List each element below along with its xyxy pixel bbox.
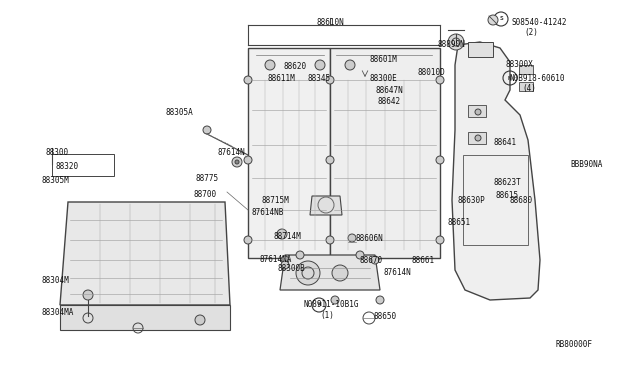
Circle shape: [376, 296, 384, 304]
Polygon shape: [248, 48, 330, 258]
Text: 88611M: 88611M: [267, 74, 295, 83]
Text: 88715M: 88715M: [262, 196, 290, 205]
Circle shape: [331, 296, 339, 304]
Text: 88714M: 88714M: [274, 232, 301, 241]
Text: 88320: 88320: [56, 162, 79, 171]
Text: 88623T: 88623T: [494, 178, 522, 187]
Circle shape: [348, 234, 356, 242]
Circle shape: [326, 156, 334, 164]
Text: 88601M: 88601M: [370, 55, 397, 64]
Bar: [519, 65, 533, 74]
Circle shape: [475, 135, 481, 141]
Text: 87614NA: 87614NA: [260, 255, 292, 264]
Text: 87614NB: 87614NB: [251, 208, 284, 217]
Polygon shape: [60, 305, 230, 330]
Circle shape: [296, 261, 320, 285]
Text: 88305A: 88305A: [165, 108, 193, 117]
Polygon shape: [280, 255, 380, 290]
Bar: [52, 154, 114, 176]
Text: 88680: 88680: [510, 196, 533, 205]
Circle shape: [83, 290, 93, 300]
Text: (1): (1): [320, 311, 334, 320]
Bar: [468, 105, 486, 117]
Circle shape: [436, 156, 444, 164]
Text: RB80000F: RB80000F: [555, 340, 592, 349]
Circle shape: [448, 34, 464, 50]
Text: 88606N: 88606N: [355, 234, 383, 243]
Text: (2): (2): [524, 28, 538, 37]
Text: 88304MA: 88304MA: [42, 308, 74, 317]
Text: 88650: 88650: [374, 312, 397, 321]
Circle shape: [244, 236, 252, 244]
Text: N08911-10B1G: N08911-10B1G: [303, 300, 358, 309]
Text: 88620: 88620: [283, 62, 306, 71]
Circle shape: [475, 109, 481, 115]
Circle shape: [345, 60, 355, 70]
Text: 88305M: 88305M: [42, 176, 70, 185]
Text: 88642: 88642: [378, 97, 401, 106]
Text: 88300B: 88300B: [278, 264, 306, 273]
Text: N0B918-60610: N0B918-60610: [510, 74, 566, 83]
Circle shape: [281, 261, 289, 269]
Text: 87614N: 87614N: [383, 268, 411, 277]
Circle shape: [315, 60, 325, 70]
Circle shape: [281, 256, 289, 264]
Circle shape: [488, 15, 498, 25]
Circle shape: [244, 76, 252, 84]
Circle shape: [203, 126, 211, 134]
Text: 88345: 88345: [308, 74, 331, 83]
Circle shape: [277, 229, 287, 239]
Text: S: S: [499, 16, 503, 22]
Text: 88304M: 88304M: [42, 276, 70, 285]
Text: S08540-41242: S08540-41242: [512, 18, 568, 27]
Text: 88615: 88615: [495, 191, 518, 200]
Circle shape: [326, 236, 334, 244]
Text: 88890N: 88890N: [438, 40, 466, 49]
Bar: [468, 132, 486, 144]
Circle shape: [436, 76, 444, 84]
Circle shape: [235, 160, 239, 164]
Circle shape: [296, 251, 304, 259]
Circle shape: [332, 265, 348, 281]
Circle shape: [371, 256, 379, 264]
Text: 88647N: 88647N: [375, 86, 403, 95]
Text: N: N: [508, 76, 512, 80]
Text: 88700: 88700: [193, 190, 216, 199]
Circle shape: [195, 315, 205, 325]
Polygon shape: [330, 48, 440, 258]
Text: 88641: 88641: [494, 138, 517, 147]
Text: 88300E: 88300E: [370, 74, 397, 83]
Text: 88010D: 88010D: [418, 68, 445, 77]
Circle shape: [265, 60, 275, 70]
Text: N: N: [317, 302, 321, 308]
Circle shape: [436, 236, 444, 244]
Polygon shape: [452, 42, 540, 300]
Text: 88610N: 88610N: [316, 18, 344, 27]
Bar: [463, 155, 528, 245]
Text: 88775: 88775: [196, 174, 219, 183]
Bar: [468, 42, 493, 57]
Text: 88630P: 88630P: [457, 196, 484, 205]
Circle shape: [356, 251, 364, 259]
Text: BBB90NA: BBB90NA: [570, 160, 602, 169]
Text: 88670: 88670: [360, 256, 383, 265]
Polygon shape: [310, 196, 342, 215]
Text: 88661: 88661: [411, 256, 434, 265]
Text: (4): (4): [522, 84, 536, 93]
Text: 88300: 88300: [46, 148, 69, 157]
Circle shape: [244, 156, 252, 164]
Text: 88651: 88651: [448, 218, 471, 227]
Circle shape: [232, 157, 242, 167]
Text: 87614N: 87614N: [217, 148, 244, 157]
Circle shape: [326, 76, 334, 84]
Polygon shape: [60, 202, 230, 305]
Text: 88300X: 88300X: [505, 60, 532, 69]
Bar: [519, 82, 533, 91]
